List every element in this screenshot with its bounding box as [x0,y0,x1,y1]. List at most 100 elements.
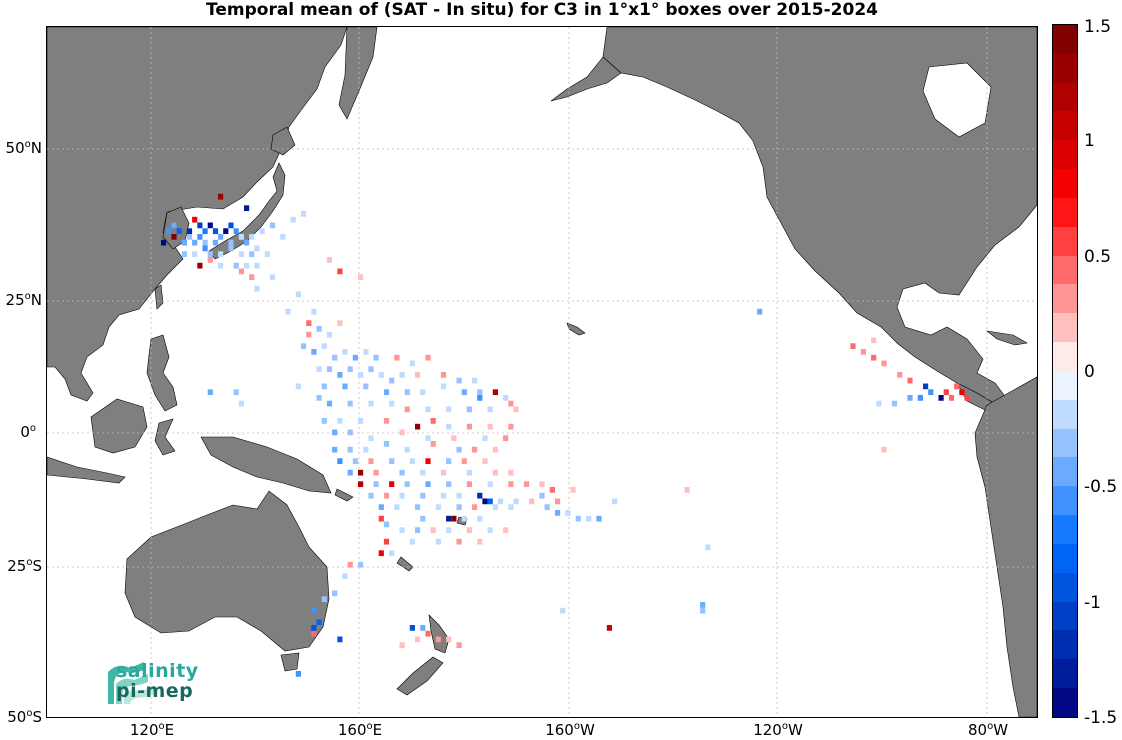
data-cell [477,492,483,499]
land-borneo [90,398,148,454]
data-cell [254,262,260,269]
land-sulawesi [154,418,176,456]
colorbar-segment [1053,630,1077,660]
data-cell [383,521,390,528]
data-cell [415,527,421,534]
data-cell [347,366,353,373]
data-cell [404,389,410,396]
data-cell [451,435,457,442]
data-cell [316,326,322,332]
data-cell [684,487,690,493]
data-cell [446,423,452,430]
data-cell [466,406,472,413]
data-cell [337,268,343,275]
data-cell [876,400,882,407]
data-cell [420,492,426,499]
data-cell [285,308,291,315]
lat-label-50N: 50oN [5,139,42,157]
land-new-zealand-north [428,614,450,654]
data-cell [943,389,949,396]
colorbar-segment [1053,515,1077,544]
data-cell [373,481,379,488]
data-cell [451,515,457,522]
data-cell [446,481,452,488]
data-cell [332,354,338,361]
data-cell [959,389,965,396]
data-cell [316,366,322,373]
data-cell [337,458,343,465]
colorbar-segment [1053,601,1077,631]
data-cell [202,245,208,252]
data-cell [497,498,504,505]
data-cell [212,228,219,235]
data-cell [399,372,405,378]
data-cell [891,400,898,407]
grid-layer [47,27,1037,717]
land-kamchatka [338,27,378,120]
data-cell [368,366,374,373]
colorbar-segment [1053,284,1077,314]
lon-label-160W: 160oW [545,721,595,739]
colorbar-segment [1053,399,1077,429]
data-cell [358,274,364,281]
data-cell [440,469,447,476]
data-cell [244,205,250,212]
lat-label-25S: 25oS [7,557,42,575]
data-cell [347,469,353,476]
colorbar-segment [1053,342,1077,371]
data-cell [171,234,177,240]
data-cell [461,389,467,396]
data-cell [456,504,462,511]
data-cell [523,481,530,488]
land-alaska-peninsula [550,56,622,102]
data-cell [948,395,955,401]
data-cell [508,481,514,488]
data-cell [383,418,390,424]
data-cell [409,625,415,631]
data-cell [575,515,581,522]
land-new-zealand-south [396,656,444,696]
data-cell [477,538,483,545]
data-cell [347,429,353,436]
data-cell [249,251,255,258]
data-cell [487,498,493,505]
data-cell [259,228,265,235]
land-new-caledonia [396,556,414,572]
data-cell [399,492,405,499]
data-cell [425,435,431,442]
chart-title: Temporal mean of (SAT - In situ) for C3 … [206,0,878,20]
data-cell [342,573,348,580]
data-cell [347,400,353,407]
data-cell [337,372,343,378]
data-cell [897,372,903,378]
data-cell [415,423,421,430]
data-cell [964,395,970,401]
data-cell [446,458,452,465]
data-cell [513,498,519,505]
colorbar-segment [1053,688,1077,717]
colorbar-segment [1053,428,1077,458]
data-cell [881,446,887,453]
data-cell [425,406,431,413]
data-cell [466,527,472,534]
data-cell [430,418,436,424]
data-cell [337,418,343,424]
colorbar-segment [1053,169,1077,198]
data-cell [544,504,550,511]
data-cell [492,504,498,511]
data-cell [513,406,519,413]
land-hudson-bay [922,62,992,138]
data-cell [446,515,452,522]
data-cell [186,234,193,240]
data-cell [425,354,431,361]
data-cell [508,423,514,430]
colorbar-tick-label: -0.5 [1084,477,1118,497]
data-cell [368,458,374,465]
data-cell [207,251,213,258]
data-cell [399,469,405,476]
data-cell [456,377,462,384]
data-cell [492,389,498,396]
data-cell [192,216,198,223]
colorbar-segment [1053,226,1077,256]
data-cell [596,515,602,522]
